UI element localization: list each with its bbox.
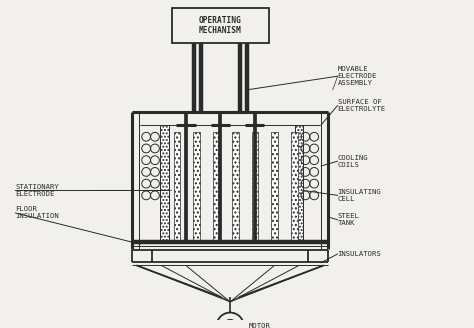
Bar <box>160 125 169 242</box>
Text: MOTOR: MOTOR <box>249 323 271 328</box>
Text: FLOOR
INSULATION: FLOOR INSULATION <box>15 206 59 219</box>
Bar <box>172 8 269 43</box>
Bar <box>271 132 278 241</box>
Text: COOLING
COILS: COOLING COILS <box>337 155 368 168</box>
Text: STATIONARY
ELECTRODE: STATIONARY ELECTRODE <box>15 184 59 197</box>
Text: MOVABLE
ELECTRODE
ASSEMBLY: MOVABLE ELECTRODE ASSEMBLY <box>337 66 377 86</box>
Text: INSULATORS: INSULATORS <box>337 251 382 257</box>
Bar <box>193 132 200 241</box>
Text: SURFACE OF
ELECTROLYTE: SURFACE OF ELECTROLYTE <box>337 99 386 112</box>
Bar <box>173 132 180 241</box>
Bar <box>291 132 298 241</box>
Text: INSULATING
CELL: INSULATING CELL <box>337 189 382 202</box>
Bar <box>295 125 303 242</box>
Bar <box>252 132 258 241</box>
Circle shape <box>223 319 237 328</box>
Circle shape <box>217 313 244 328</box>
Bar <box>212 132 219 241</box>
Text: OPERATING
MECHANISM: OPERATING MECHANISM <box>199 16 242 35</box>
Bar <box>232 132 239 241</box>
Text: STEEL
TANK: STEEL TANK <box>337 213 359 226</box>
